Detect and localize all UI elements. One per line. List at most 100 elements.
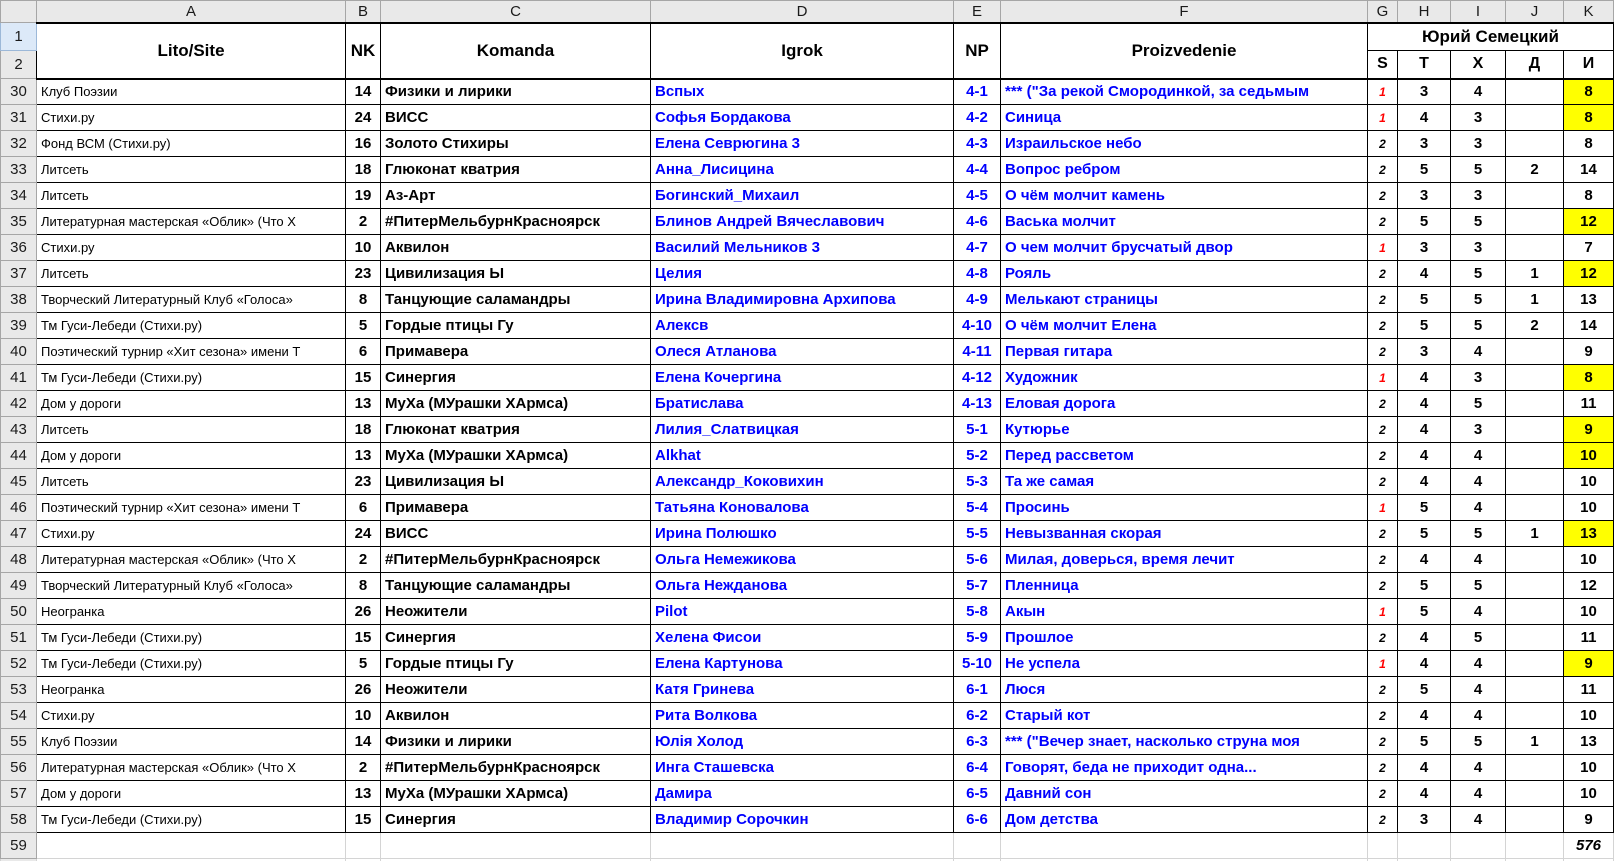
cell-proizvedenie[interactable]: Израильское небо xyxy=(1000,130,1368,157)
cell-x[interactable]: 4 xyxy=(1450,494,1506,521)
cell-t[interactable]: 5 xyxy=(1397,312,1451,339)
cell-proizvedenie[interactable]: О чём молчит камень xyxy=(1000,182,1368,209)
cell-nk[interactable]: 5 xyxy=(345,650,381,677)
cell-np[interactable]: 6-2 xyxy=(953,702,1001,729)
row-number[interactable]: 37 xyxy=(0,260,37,287)
cell-igrok[interactable]: Pilot xyxy=(650,598,954,625)
cell-t[interactable]: 4 xyxy=(1397,442,1451,469)
column-header-a[interactable]: A xyxy=(36,0,346,23)
cell-lito[interactable]: Тм Гуси-Лебеди (Стихи.ру) xyxy=(36,624,346,651)
cell-s[interactable]: 2 xyxy=(1367,806,1398,833)
header-nk[interactable]: NK xyxy=(345,21,381,80)
cell-lito[interactable]: Дом у дороги xyxy=(36,780,346,807)
cell-d[interactable] xyxy=(1505,572,1564,599)
row-number[interactable]: 35 xyxy=(0,208,37,235)
cell-nk[interactable]: 2 xyxy=(345,546,381,573)
cell-lito[interactable]: Литсеть xyxy=(36,468,346,495)
cell-t[interactable]: 5 xyxy=(1397,286,1451,313)
cell-komanda[interactable]: Синергия xyxy=(380,364,651,391)
cell-x[interactable]: 5 xyxy=(1450,156,1506,183)
row-number[interactable]: 38 xyxy=(0,286,37,313)
cell-d[interactable] xyxy=(1505,702,1564,729)
cell-komanda[interactable]: #ПитерМельбурнКрасноярск xyxy=(380,754,651,781)
cell-s[interactable]: 1 xyxy=(1367,78,1398,105)
cell-lito[interactable]: Литсеть xyxy=(36,416,346,443)
cell-nk[interactable]: 26 xyxy=(345,598,381,625)
cell-t[interactable]: 4 xyxy=(1397,702,1451,729)
row-number[interactable]: 32 xyxy=(0,130,37,157)
cell-s[interactable]: 2 xyxy=(1367,182,1398,209)
cell-d[interactable] xyxy=(1505,338,1564,365)
cell-x[interactable]: 5 xyxy=(1450,208,1506,235)
cell-d[interactable] xyxy=(1505,650,1564,677)
cell-nk[interactable]: 14 xyxy=(345,728,381,755)
cell-s[interactable]: 1 xyxy=(1367,234,1398,261)
empty-cell[interactable] xyxy=(1000,832,1368,859)
header-komanda[interactable]: Komanda xyxy=(380,21,651,80)
cell-np[interactable]: 5-9 xyxy=(953,624,1001,651)
cell-proizvedenie[interactable]: Еловая дорога xyxy=(1000,390,1368,417)
cell-komanda[interactable]: Синергия xyxy=(380,624,651,651)
cell-s[interactable]: 2 xyxy=(1367,286,1398,313)
column-header-i[interactable]: I xyxy=(1450,0,1506,23)
cell-lito[interactable]: Дом у дороги xyxy=(36,390,346,417)
header-lito-site[interactable]: Lito/Site xyxy=(36,21,346,80)
cell-i[interactable]: 12 xyxy=(1563,260,1614,287)
cell-x[interactable]: 5 xyxy=(1450,312,1506,339)
cell-x[interactable]: 4 xyxy=(1450,598,1506,625)
row-number[interactable]: 41 xyxy=(0,364,37,391)
cell-proizvedenie[interactable]: Кутюрье xyxy=(1000,416,1368,443)
cell-igrok[interactable]: Рита Волкова xyxy=(650,702,954,729)
cell-lito[interactable]: Литературная мастерская «Облик» (Что Х xyxy=(36,208,346,235)
cell-d[interactable] xyxy=(1505,806,1564,833)
row-number[interactable]: 30 xyxy=(0,78,37,105)
cell-t[interactable]: 5 xyxy=(1397,520,1451,547)
cell-s[interactable]: 2 xyxy=(1367,130,1398,157)
cell-t[interactable]: 5 xyxy=(1397,728,1451,755)
row-number[interactable]: 54 xyxy=(0,702,37,729)
cell-s[interactable]: 2 xyxy=(1367,416,1398,443)
cell-np[interactable]: 4-7 xyxy=(953,234,1001,261)
empty-cell[interactable] xyxy=(1367,832,1398,859)
cell-s[interactable]: 2 xyxy=(1367,780,1398,807)
cell-nk[interactable]: 10 xyxy=(345,702,381,729)
cell-d[interactable] xyxy=(1505,494,1564,521)
cell-d[interactable] xyxy=(1505,754,1564,781)
cell-komanda[interactable]: ВИСС xyxy=(380,104,651,131)
cell-lito[interactable]: Литсеть xyxy=(36,156,346,183)
header-judge-name[interactable]: Юрий Семецкий xyxy=(1367,21,1614,51)
header-np[interactable]: NP xyxy=(953,21,1001,80)
empty-cell[interactable] xyxy=(650,832,954,859)
cell-d[interactable] xyxy=(1505,208,1564,235)
cell-nk[interactable]: 6 xyxy=(345,494,381,521)
cell-igrok[interactable]: Лилия_Слатвицкая xyxy=(650,416,954,443)
cell-lito[interactable]: Тм Гуси-Лебеди (Стихи.ру) xyxy=(36,312,346,339)
cell-i[interactable]: 8 xyxy=(1563,130,1614,157)
cell-t[interactable]: 4 xyxy=(1397,104,1451,131)
cell-np[interactable]: 4-6 xyxy=(953,208,1001,235)
cell-komanda[interactable]: Аз-Арт xyxy=(380,182,651,209)
cell-proizvedenie[interactable]: Вопрос ребром xyxy=(1000,156,1368,183)
cell-lito[interactable]: Стихи.ру xyxy=(36,702,346,729)
cell-i[interactable]: 9 xyxy=(1563,338,1614,365)
cell-x[interactable]: 3 xyxy=(1450,182,1506,209)
cell-nk[interactable]: 10 xyxy=(345,234,381,261)
cell-s[interactable]: 1 xyxy=(1367,650,1398,677)
cell-t[interactable]: 5 xyxy=(1397,598,1451,625)
cell-i[interactable]: 8 xyxy=(1563,104,1614,131)
cell-proizvedenie[interactable]: *** ("Вечер знает, насколько струна моя xyxy=(1000,728,1368,755)
cell-i[interactable]: 7 xyxy=(1563,234,1614,261)
row-number[interactable]: 33 xyxy=(0,156,37,183)
cell-s[interactable]: 2 xyxy=(1367,754,1398,781)
cell-igrok[interactable]: Инга Сташевска xyxy=(650,754,954,781)
cell-proizvedenie[interactable]: Люся xyxy=(1000,676,1368,703)
cell-igrok[interactable]: Дамира xyxy=(650,780,954,807)
row-number[interactable]: 49 xyxy=(0,572,37,599)
cell-nk[interactable]: 24 xyxy=(345,520,381,547)
cell-d[interactable] xyxy=(1505,390,1564,417)
select-all-corner[interactable] xyxy=(0,0,37,23)
cell-komanda[interactable]: Аквилон xyxy=(380,234,651,261)
cell-np[interactable]: 4-11 xyxy=(953,338,1001,365)
cell-komanda[interactable]: Синергия xyxy=(380,806,651,833)
cell-nk[interactable]: 13 xyxy=(345,390,381,417)
